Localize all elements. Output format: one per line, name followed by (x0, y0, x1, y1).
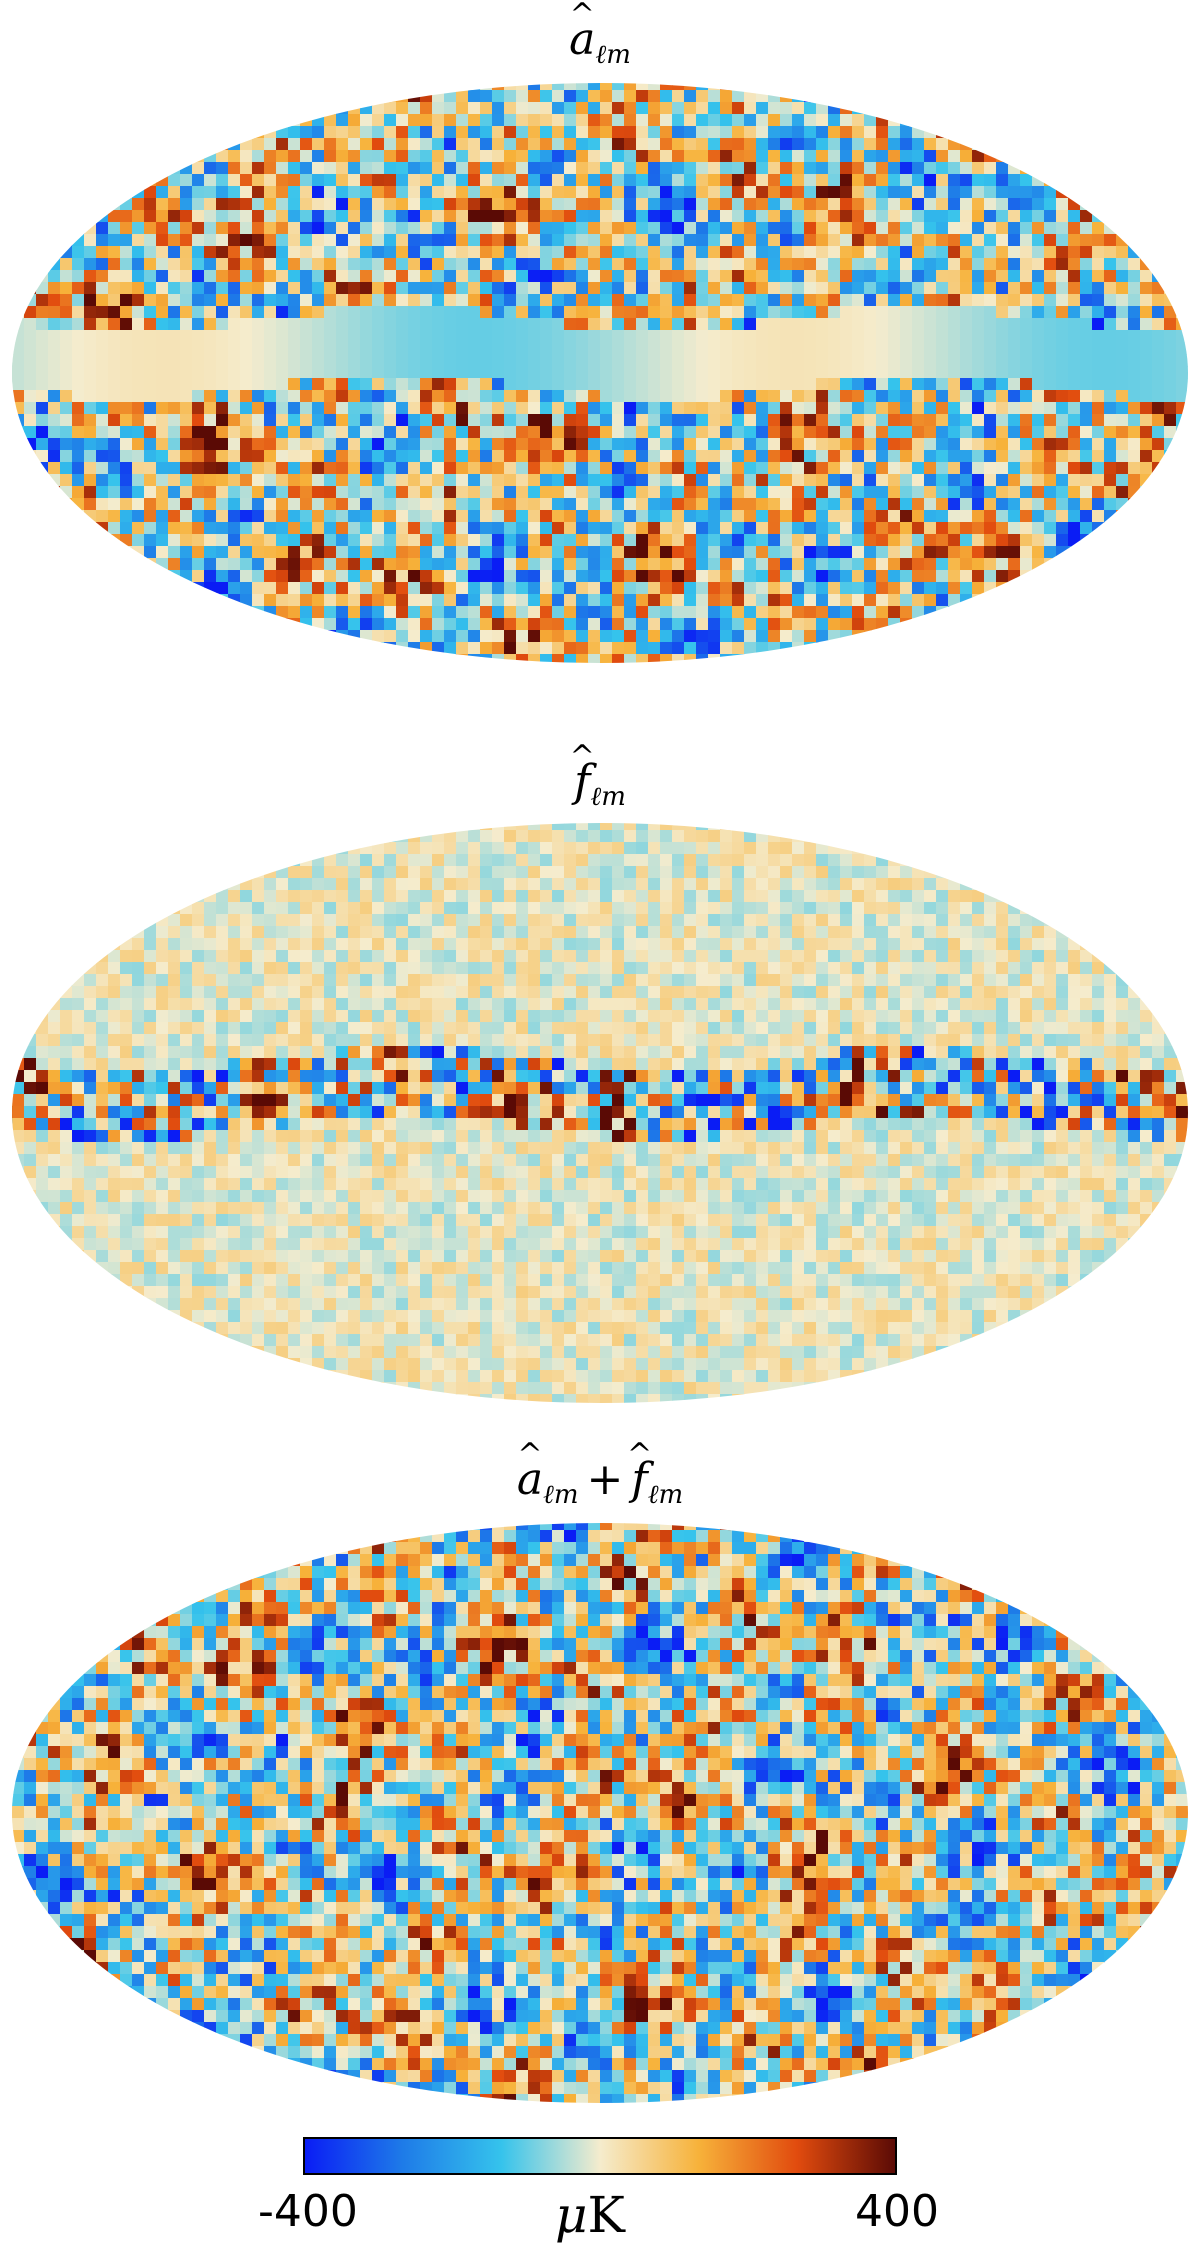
colorbar-unit-mu: μ (555, 2186, 588, 2244)
panel-title-1: aℓm (0, 18, 1200, 70)
panel-title-3-symbol-b: f (631, 1458, 647, 1502)
panel-title-2: fℓm (0, 760, 1200, 812)
panel-title-3: aℓm+fℓm (0, 1458, 1200, 1510)
panel-title-1-subscript: ℓm (595, 40, 631, 70)
panel-title-3-subscript-a: ℓm (543, 1480, 579, 1510)
panel-title-3-operator: + (586, 1454, 624, 1505)
panel-title-3-subscript-b: ℓm (647, 1480, 684, 1510)
panel-title-3-symbol-a: a (517, 1458, 543, 1502)
colorbar-unit: μK (555, 2186, 625, 2244)
colorbar-max-label: 400 (855, 2186, 939, 2237)
sky-map-residual (12, 823, 1188, 1403)
sky-map-full (12, 1523, 1188, 2103)
sky-map-masked (12, 83, 1188, 663)
colorbar-min-label: -400 (258, 2186, 358, 2237)
panel-title-2-subscript: ℓm (590, 782, 626, 812)
panel-title-2-symbol: f (574, 760, 590, 804)
panel-title-1-symbol: a (569, 18, 595, 62)
colorbar (303, 2137, 897, 2175)
colorbar-unit-k: K (587, 2186, 625, 2244)
